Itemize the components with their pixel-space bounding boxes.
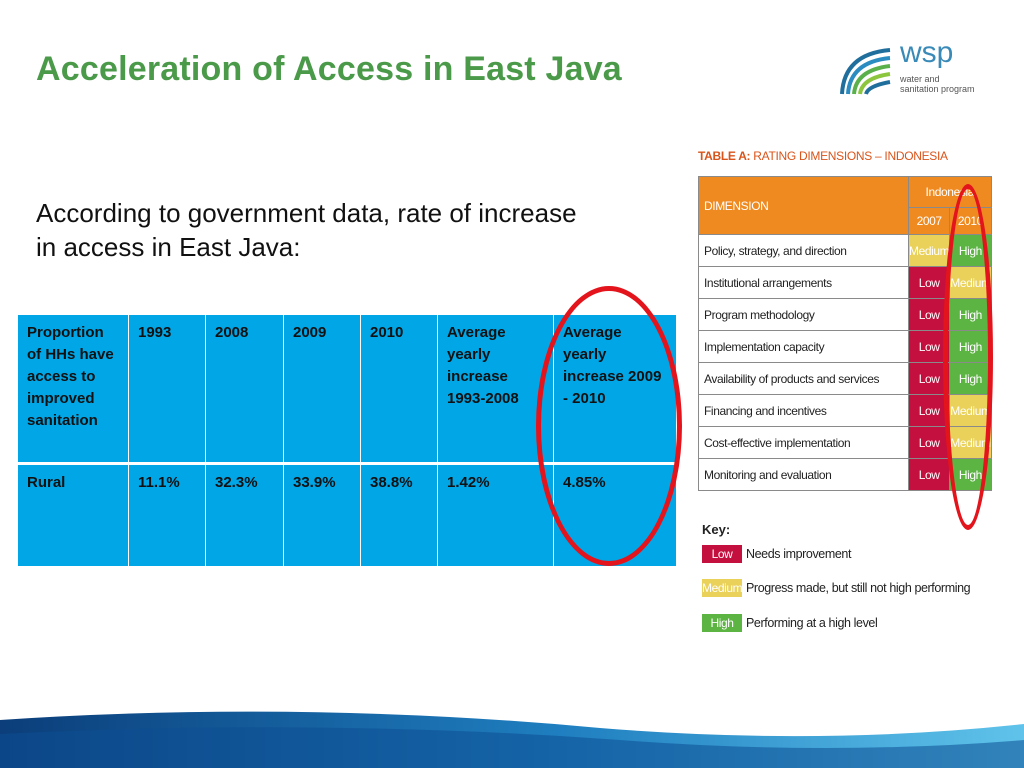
logo-tagline-2: sanitation program xyxy=(900,84,975,94)
rating-2007: Low xyxy=(907,266,951,299)
rating-2007: Low xyxy=(907,426,951,459)
header-2010: 2010 xyxy=(360,314,438,464)
cell-avg-1993-2008: 1.42% xyxy=(437,462,554,567)
key-row-medium: Medium Progress made, but still not high… xyxy=(702,578,971,598)
highlight-circle-rating xyxy=(943,184,993,530)
rating-2007: Low xyxy=(907,362,951,395)
dimension-label: Monitoring and evaluation xyxy=(698,458,909,491)
dimension-header: DIMENSION xyxy=(698,176,909,235)
key-label-low: Needs improvement xyxy=(746,547,852,561)
key-swatch-medium: Medium xyxy=(702,579,743,597)
bottom-wave-band xyxy=(0,711,1024,768)
rating-2007: Medium xyxy=(907,234,951,267)
wsp-logo-icon xyxy=(840,48,891,95)
dimension-label: Availability of products and services xyxy=(698,362,909,395)
dimension-label: Implementation capacity xyxy=(698,330,909,363)
slide-title: Acceleration of Access in East Java xyxy=(36,50,622,88)
logo-wordmark: wsp xyxy=(900,36,954,69)
header-1993: 1993 xyxy=(128,314,206,464)
dimension-label: Cost-effective implementation xyxy=(698,426,909,459)
logo-tagline-1: water and xyxy=(900,74,940,84)
wsp-logo: wsp water and sanitation program xyxy=(840,36,990,96)
key-title: Key: xyxy=(702,522,731,537)
rating-row: Monitoring and evaluation Low High xyxy=(698,458,992,491)
key-swatch-high: High xyxy=(702,614,742,632)
header-2009: 2009 xyxy=(283,314,361,464)
key-label-medium: Progress made, but still not high perfor… xyxy=(746,581,971,595)
cell-2009: 33.9% xyxy=(283,462,361,567)
cell-1993: 11.1% xyxy=(128,462,206,567)
dimension-label: Policy, strategy, and direction xyxy=(698,234,909,267)
dimension-label: Financing and incentives xyxy=(698,394,909,427)
rating-title-bold: TABLE A: xyxy=(698,149,751,163)
cell-2010: 38.8% xyxy=(360,462,438,567)
key-label-high: Performing at a high level xyxy=(746,616,878,630)
dimension-label: Institutional arrangements xyxy=(698,266,909,299)
key-row-high: High Performing at a high level xyxy=(702,613,878,633)
header-proportion: Proportion of HHs have access to improve… xyxy=(17,314,129,464)
intro-text: According to government data, rate of in… xyxy=(36,198,577,262)
rating-2007: Low xyxy=(907,458,951,491)
key-swatch-low: Low xyxy=(702,545,742,563)
cell-2008: 32.3% xyxy=(205,462,284,567)
key-row-low: Low Needs improvement xyxy=(702,544,851,564)
table-header-row: Proportion of HHs have access to improve… xyxy=(17,314,677,464)
rating-table-title: TABLE A: RATING DIMENSIONS – INDONESIA xyxy=(698,149,948,163)
rating-title-rest: RATING DIMENSIONS – INDONESIA xyxy=(750,149,948,163)
dimension-label: Program methodology xyxy=(698,298,909,331)
highlight-circle-main xyxy=(536,286,682,566)
header-avg-1993-2008: Average yearly increase 1993-2008 xyxy=(437,314,554,464)
cell-area: Rural xyxy=(17,462,129,567)
header-2008: 2008 xyxy=(205,314,284,464)
year-2007-header: 2007 xyxy=(907,207,951,235)
